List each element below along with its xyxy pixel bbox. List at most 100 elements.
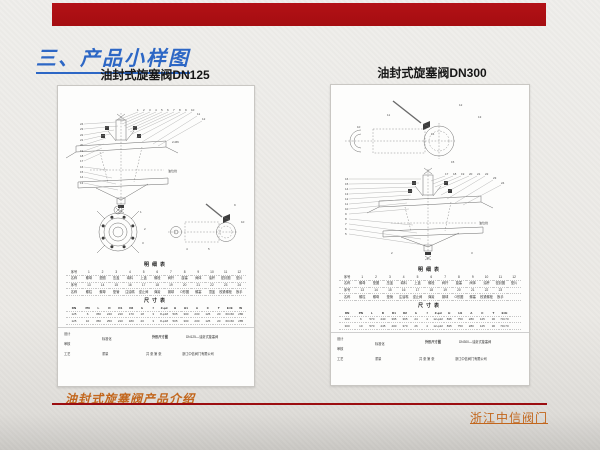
svg-text:1: 1 xyxy=(137,108,139,112)
svg-text:14: 14 xyxy=(431,132,435,136)
dn125-parts-table: 序号 1 2 3 4 5 6 7 8 9 10 11 12 名称 螺母 垫圈 压盖 填料 上盖 螺栓 阀杆 旋塞 阀体 油杯密… xyxy=(65,269,247,297)
dn300-side-view xyxy=(345,100,455,159)
svg-text:16: 16 xyxy=(345,177,349,181)
svg-text:10: 10 xyxy=(191,108,195,112)
svg-text:5: 5 xyxy=(208,247,210,251)
svg-text:油位线: 油位线 xyxy=(168,168,177,173)
svg-text:13: 13 xyxy=(478,115,482,119)
dn125-title-block: 设计 审核 工艺 标准化 重量 外形尺寸图 DN125—油封式旋塞阀 共 张 第… xyxy=(58,326,254,360)
svg-text:12: 12 xyxy=(459,103,463,107)
product-intro-link[interactable]: 油封式旋塞阀产品介绍 xyxy=(65,392,196,406)
dn125-section-view xyxy=(65,111,203,214)
weight-label: 重量 xyxy=(102,351,109,356)
right-panel-subtitle: 油封式旋塞阀DN300 xyxy=(377,66,487,80)
svg-text:22: 22 xyxy=(80,133,84,137)
svg-text:15: 15 xyxy=(80,170,84,174)
svg-text:10: 10 xyxy=(345,207,349,211)
svg-text:9: 9 xyxy=(234,203,236,207)
svg-text:23: 23 xyxy=(493,176,497,180)
svg-text:8: 8 xyxy=(345,217,347,221)
dn125-side-view xyxy=(168,203,238,243)
svg-text:2: 2 xyxy=(391,251,393,255)
svg-text:11: 11 xyxy=(345,202,348,206)
svg-text:10: 10 xyxy=(357,125,361,129)
svg-text:11: 11 xyxy=(387,113,390,117)
design-label: 设计 xyxy=(337,336,344,341)
page-title: 三、产品小样图 xyxy=(36,42,190,74)
svg-text:10: 10 xyxy=(241,220,245,224)
svg-text:12: 12 xyxy=(202,117,206,121)
svg-text:15: 15 xyxy=(451,160,455,164)
svg-text:21: 21 xyxy=(477,172,481,176)
standardization-label: 标准化 xyxy=(102,336,112,341)
dn300-parts-table-title: 明细表 xyxy=(417,267,442,273)
svg-text:4: 4 xyxy=(155,108,157,112)
svg-text:2-M6: 2-M6 xyxy=(172,140,179,144)
svg-text:15: 15 xyxy=(345,182,349,186)
svg-text:7: 7 xyxy=(173,108,175,112)
svg-text:3: 3 xyxy=(149,108,151,112)
svg-text:2: 2 xyxy=(144,227,146,231)
svg-text:18: 18 xyxy=(453,172,457,176)
svg-text:18: 18 xyxy=(80,154,84,158)
dn300-dims-table-title: 尺寸表 xyxy=(417,303,442,310)
dn300-dims-table: DN PN L D D1 D2 b f Z-φd H H1 A C T E×E 300 6 570 440 395 36… xyxy=(338,310,522,330)
svg-text:21: 21 xyxy=(80,138,84,142)
svg-text:5: 5 xyxy=(161,108,163,112)
svg-text:23: 23 xyxy=(80,127,84,131)
svg-text:13: 13 xyxy=(345,192,349,196)
pages-label: 共 张 第 张 xyxy=(146,351,162,356)
svg-text:3: 3 xyxy=(471,251,473,255)
design-label: 设计 xyxy=(64,331,71,336)
company-label: 浙江中信阀门有限公司 xyxy=(182,351,214,356)
craft-label: 工艺 xyxy=(337,356,344,361)
figure-label: 外形尺寸图 xyxy=(425,339,441,344)
svg-text:17: 17 xyxy=(445,172,449,176)
svg-text:3: 3 xyxy=(142,241,144,245)
check-label: 审核 xyxy=(337,346,344,351)
svg-text:8: 8 xyxy=(179,108,181,112)
svg-text:9: 9 xyxy=(345,212,347,216)
dn300-title-block: 设计 审核 工艺 标准化 重量 外形尺寸图 DN300—油封式旋塞阀 共 张 第… xyxy=(331,331,529,365)
dn300-parts-table: 序号 1 2 3 4 5 6 7 8 9 10 11 12 名称 螺母 垫圈 压盖 填料 上盖 螺栓 阀杆 旋塞 阀体 油杯密… xyxy=(338,274,522,302)
svg-text:4: 4 xyxy=(186,247,188,251)
svg-text:6: 6 xyxy=(167,108,169,112)
dn125-dims-table: DN PN L D D1 D2 b f Z-φd H H1 A C T E×E W 125 6 350 240 210 1… xyxy=(65,305,247,325)
standardization-label: 标准化 xyxy=(375,341,385,346)
svg-text:1: 1 xyxy=(140,210,142,214)
dn125-parts-table-title: 明细表 xyxy=(143,262,168,268)
figure-label: 外形尺寸图 xyxy=(152,334,168,339)
company-footer-link[interactable]: 浙江中信阀门 xyxy=(469,411,548,425)
svg-text:5: 5 xyxy=(345,232,347,236)
check-label: 审核 xyxy=(64,341,71,346)
svg-text:13: 13 xyxy=(80,181,84,185)
company-label: 浙江中信阀门有限公司 xyxy=(455,356,487,361)
svg-text:24: 24 xyxy=(80,122,84,126)
svg-text:7: 7 xyxy=(345,222,347,226)
dn125-flange-view xyxy=(96,205,140,254)
footer-red-rule xyxy=(52,403,547,405)
svg-text:14: 14 xyxy=(80,175,84,179)
svg-text:16: 16 xyxy=(80,165,84,169)
svg-text:11: 11 xyxy=(197,112,200,116)
svg-text:20: 20 xyxy=(80,143,84,147)
svg-text:12: 12 xyxy=(345,197,349,201)
svg-text:2: 2 xyxy=(143,108,145,112)
svg-text:20: 20 xyxy=(469,172,473,176)
svg-text:油位线: 油位线 xyxy=(479,220,488,225)
dn125-dims-table-title: 尺寸表 xyxy=(143,298,168,305)
dn300-section-view xyxy=(348,167,502,261)
model-label: DN125—油封式旋塞阀 xyxy=(186,334,219,339)
svg-text:19: 19 xyxy=(461,172,465,176)
svg-text:24: 24 xyxy=(501,181,505,185)
drawing-panel-dn300: 12 13 11 10 14 15 17 18 19 20 21 22 23 24 16 15 14 13 12 11… xyxy=(330,84,530,386)
svg-text:6: 6 xyxy=(345,227,347,231)
svg-text:1: 1 xyxy=(427,257,429,261)
craft-label: 工艺 xyxy=(64,351,71,356)
svg-text:17: 17 xyxy=(80,159,84,163)
